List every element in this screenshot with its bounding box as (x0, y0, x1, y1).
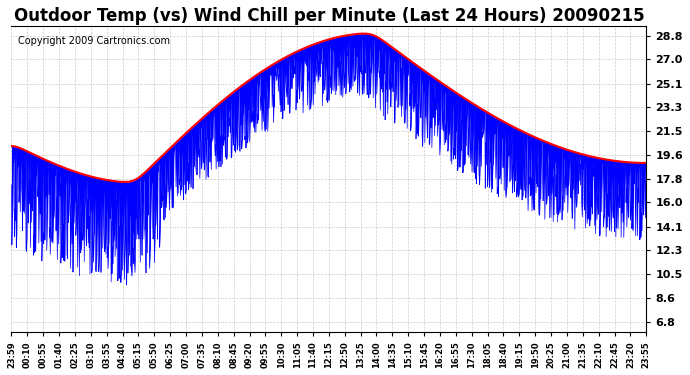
Text: Copyright 2009 Cartronics.com: Copyright 2009 Cartronics.com (18, 36, 170, 46)
Title: Outdoor Temp (vs) Wind Chill per Minute (Last 24 Hours) 20090215: Outdoor Temp (vs) Wind Chill per Minute … (14, 7, 644, 25)
